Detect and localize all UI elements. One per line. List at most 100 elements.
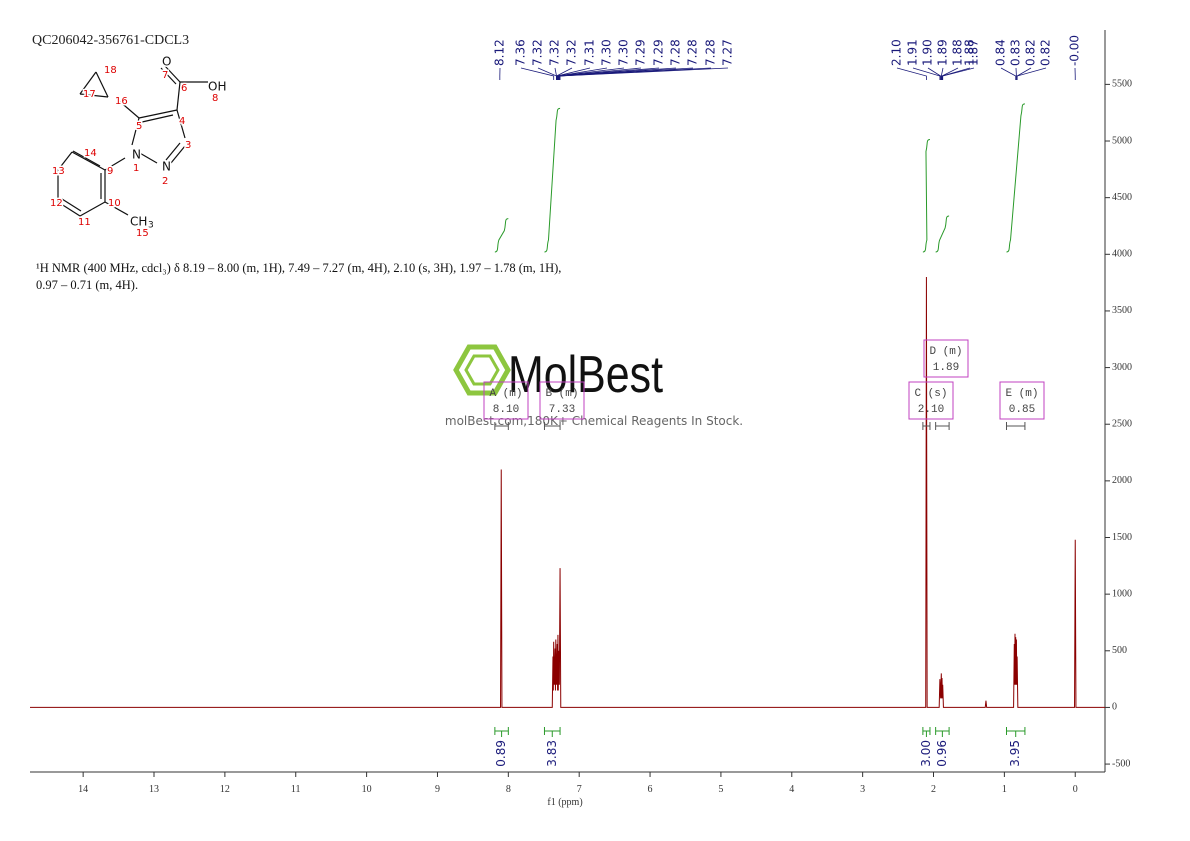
atom-label: OH [208,80,226,94]
x-tick-label: 1 [1002,784,1007,795]
multiplet-box [908,381,954,420]
peak-label: 1.91 [906,39,920,66]
multiplet-range [922,422,931,430]
watermark-brand: MolBest [508,346,663,404]
integral-curve [494,218,509,253]
multiplet-range [494,422,509,430]
atom-label: CH [130,215,147,229]
atom-label: 12 [50,198,63,209]
multiplet-shift: 7.33 [549,404,575,416]
integral-value: 0.89 [494,740,508,767]
x-tick-label: 3 [860,784,865,795]
integral-bracket [543,727,561,737]
multiplet-shift: 2.10 [918,404,944,416]
peak-label: 7.29 [652,39,666,66]
x-tick-label: 6 [648,784,653,795]
peak-label: 8.12 [493,39,507,66]
atom-label: 3 [185,140,191,151]
integral-bracket [494,727,509,737]
integral-curve [544,107,561,253]
peak-leader [1000,67,1017,80]
integral-curve [922,139,931,253]
x-tick-label: 14 [78,784,88,795]
atom-label: 3 [148,221,154,231]
peak-leader [896,67,927,80]
peak-label: 7.36 [514,39,528,66]
peak-leader [942,67,975,80]
peak-leader [927,67,941,80]
peak-label: 1.87 [967,39,981,66]
multiplet-range [1006,422,1026,430]
x-tick-label: 7 [577,784,582,795]
y-tick-label: 3000 [1112,362,1132,373]
multiplet-shift: 8.10 [493,404,519,416]
x-tick-label: 10 [362,784,372,795]
nmr-description: 0.97 – 0.71 (m, 4H). [36,278,138,292]
x-tick-label: 0 [1073,784,1078,795]
atom-label: 17 [83,89,96,100]
multiplet-box [483,381,529,420]
peak-label: -0.00 [1068,35,1082,66]
atom-label: N [162,160,171,174]
multiplet-range [935,422,950,430]
integral-value: 0.96 [935,740,949,767]
peak-label: 0.84 [994,39,1008,66]
y-tick-label: 3500 [1112,305,1132,316]
integral-bracket [935,727,950,737]
peak-leader [556,67,591,80]
y-tick-label: 500 [1112,645,1127,656]
integral-bracket [1006,727,1026,737]
peak-label: 2.10 [890,39,904,66]
integral-value: 3.95 [1008,740,1022,767]
integral-value: 3.00 [919,740,933,767]
watermark-tagline: molBest.com,180K+ Chemical Reagents In S… [445,414,743,428]
peak-label: 7.30 [617,39,631,66]
multiplet-label: B (m) [545,388,578,400]
multiplet-shift: 1.89 [933,362,959,374]
peak-leader [559,67,729,80]
peak-label: 1.88 [951,39,965,66]
atom-label: 18 [104,65,117,76]
y-tick-label: 1000 [1112,588,1132,599]
atom-label: 2 [162,176,168,187]
integral-bracket [922,727,931,737]
x-tick-label: 5 [718,784,723,795]
atom-label: 6 [181,83,187,94]
y-tick-label: 1500 [1112,532,1132,543]
y-tick-label: 4000 [1112,249,1132,260]
atom-label: O [162,55,171,69]
y-tick-label: 4500 [1112,192,1132,203]
multiplet-box [923,339,969,378]
y-tick-label: 0 [1112,702,1117,713]
sample-title: QC206042-356761-CDCL3 [32,33,189,48]
multiplet-box [539,381,585,420]
x-axis-label: f1 (ppm) [547,797,582,808]
multiplet-label: C (s) [914,388,947,400]
atom-label: 4 [179,116,185,127]
peak-label: 7.32 [565,39,579,66]
peak-leader [558,67,660,80]
atom-label: 14 [84,148,97,159]
multiplet-label: A (m) [489,388,522,400]
peak-leader [557,67,625,80]
peak-label: 7.32 [548,39,562,66]
peak-label: 1.88 [963,39,977,66]
y-tick-label: -500 [1112,758,1130,769]
peak-label: 7.29 [634,39,648,66]
peak-leader [1016,67,1047,80]
peak-label: 0.82 [1024,39,1038,66]
x-tick-label: 11 [291,784,301,795]
peak-label: 0.82 [1039,39,1053,66]
atom-label: 16 [115,96,128,107]
y-tick-label: 5000 [1112,135,1132,146]
multiplet-label: D (m) [929,346,962,358]
atom-label: 1 [133,163,139,174]
spectrum-line [30,276,1105,708]
x-tick-label: 9 [435,784,440,795]
y-tick-label: 5500 [1112,79,1132,90]
peak-leader [940,67,944,80]
x-tick-label: 13 [149,784,159,795]
peak-label: 7.28 [704,39,718,66]
multiplet-range [543,422,561,430]
atom-label: 11 [78,217,91,228]
